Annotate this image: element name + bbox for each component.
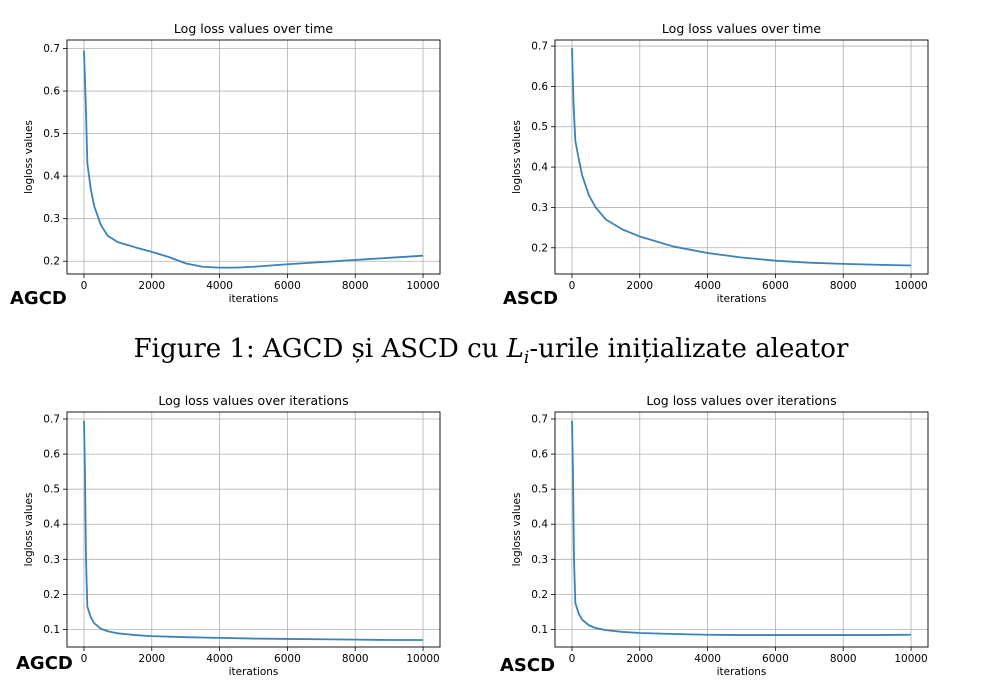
caption-suffix: -urile inițializate aleator: [529, 334, 849, 364]
y-tick-label: 0.6: [43, 449, 60, 461]
y-tick-label: 0.3: [43, 554, 60, 566]
y-tick-label: 0.6: [531, 81, 548, 93]
plot-frame: [554, 411, 929, 648]
x-tick-label: 0: [81, 280, 88, 292]
x-axis-label: iterations: [717, 666, 767, 678]
x-tick-label: 6000: [762, 280, 789, 292]
x-axis-label: iterations: [229, 666, 279, 678]
y-tick-label: 0.6: [531, 449, 548, 461]
x-tick-label: 0: [569, 653, 576, 665]
y-tick-label: 0.3: [43, 213, 60, 225]
chart-label-ascd-top: ASCD: [503, 288, 559, 309]
y-axis-label: logloss values: [23, 493, 35, 567]
y-tick-label: 0.3: [531, 202, 548, 214]
chart-title: Log loss values over iterations: [646, 393, 836, 408]
chart-title: Log loss values over time: [174, 21, 333, 36]
y-tick-label: 0.6: [43, 86, 60, 98]
x-tick-label: 8000: [342, 653, 369, 665]
figure-caption: Figure 1: AGCD și ASCD cu Li-urile iniți…: [0, 334, 982, 368]
x-tick-label: 4000: [694, 653, 721, 665]
series-line: [83, 50, 424, 269]
x-tick-label: 8000: [830, 280, 857, 292]
x-tick-label: 8000: [342, 280, 369, 292]
y-axis-label: logloss values: [511, 493, 523, 567]
y-axis-label: logloss values: [23, 120, 35, 194]
x-tick-label: 8000: [830, 653, 857, 665]
x-tick-label: 10000: [894, 653, 927, 665]
y-tick-label: 0.2: [43, 589, 60, 601]
caption-math-letter: L: [506, 334, 524, 364]
y-tick-label: 0.2: [531, 589, 548, 601]
y-axis-label: logloss values: [511, 120, 523, 194]
x-tick-label: 0: [569, 280, 576, 292]
y-tick-label: 0.1: [43, 624, 60, 636]
x-tick-label: 2000: [138, 280, 165, 292]
chart-label-agcd-bottom: AGCD: [16, 653, 73, 674]
x-tick-label: 4000: [694, 280, 721, 292]
x-tick-label: 6000: [274, 280, 301, 292]
y-tick-label: 0.5: [43, 128, 60, 140]
x-tick-label: 0: [81, 653, 88, 665]
y-tick-label: 0.1: [531, 624, 548, 636]
plot-frame: [66, 39, 441, 275]
plot-frame: [66, 411, 441, 648]
series-line: [571, 420, 912, 636]
caption-math: Li: [506, 334, 530, 368]
caption-prefix: Figure 1: AGCD și ASCD cu: [133, 334, 507, 364]
x-tick-label: 6000: [274, 653, 301, 665]
chart-title: Log loss values over time: [662, 21, 821, 36]
y-tick-label: 0.4: [43, 519, 60, 531]
y-tick-label: 0.7: [531, 41, 548, 53]
x-tick-label: 4000: [206, 653, 233, 665]
x-tick-label: 2000: [138, 653, 165, 665]
y-tick-label: 0.7: [531, 414, 548, 426]
series-line: [83, 420, 424, 641]
chart-title: Log loss values over iterations: [158, 393, 348, 408]
y-tick-label: 0.3: [531, 554, 548, 566]
x-axis-label: iterations: [229, 293, 279, 305]
x-tick-label: 2000: [626, 653, 653, 665]
x-tick-label: 10000: [406, 280, 439, 292]
y-tick-label: 0.4: [531, 162, 548, 174]
x-tick-label: 10000: [406, 653, 439, 665]
y-tick-label: 0.2: [43, 256, 60, 268]
series-line: [571, 48, 912, 267]
y-tick-label: 0.2: [531, 242, 548, 254]
y-tick-label: 0.4: [43, 171, 60, 183]
plot-frame: [554, 39, 929, 275]
y-tick-label: 0.4: [531, 519, 548, 531]
chart-label-agcd-top: AGCD: [10, 288, 67, 309]
y-tick-label: 0.5: [43, 484, 60, 496]
x-axis-label: iterations: [717, 293, 767, 305]
x-tick-label: 10000: [894, 280, 927, 292]
y-tick-label: 0.7: [43, 43, 60, 55]
chart-label-ascd-bottom: ASCD: [500, 655, 556, 676]
caption-math-subscript: i: [523, 348, 530, 369]
x-tick-label: 4000: [206, 280, 233, 292]
y-tick-label: 0.5: [531, 121, 548, 133]
x-tick-label: 2000: [626, 280, 653, 292]
x-tick-label: 6000: [762, 653, 789, 665]
y-tick-label: 0.5: [531, 484, 548, 496]
y-tick-label: 0.7: [43, 414, 60, 426]
